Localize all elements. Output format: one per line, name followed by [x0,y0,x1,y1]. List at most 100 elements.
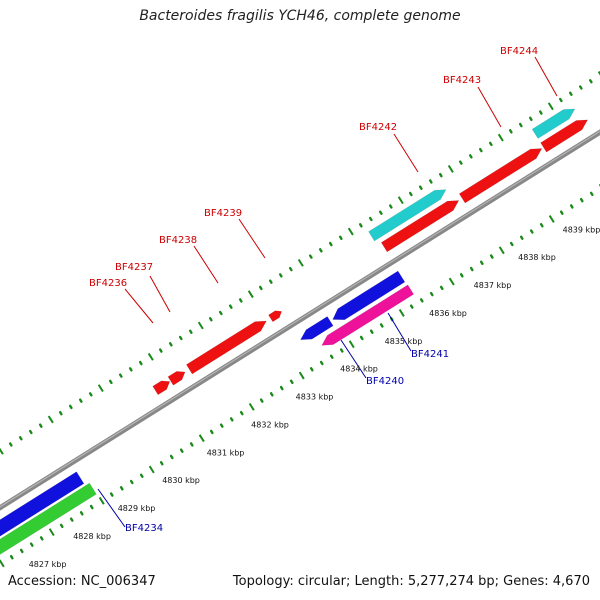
feature-bf4244 [540,119,589,153]
upper-tick [18,436,23,441]
upper-tick [347,227,354,236]
upper-tick [538,110,543,115]
upper-tick [47,415,54,424]
feature-bf4244-outer [531,108,576,139]
lower-tick [148,465,155,474]
lower-tick [0,559,5,568]
lower-tick [19,548,24,554]
lower-tick [539,223,544,228]
map-title: Bacteroides fragilis YCH46, complete gen… [139,8,461,24]
feature-bf4237 [167,371,186,386]
lower-tick [498,246,505,255]
label-bf4238: BF4238 [159,235,197,246]
label-bf4237-leader [149,275,171,313]
upper-tick [328,241,333,247]
upper-tick [218,310,223,316]
lower-tick [289,379,294,385]
upper-tick [308,254,313,259]
upper-tick [418,185,423,190]
upper-tick [278,273,283,278]
label-bf4240: BF4240 [366,376,404,387]
lower-tick [479,260,484,266]
genome-backbone [0,129,600,511]
upper-tick [268,279,273,284]
lower-tick [579,197,584,203]
upper-tick [208,317,213,322]
feature-bf4242-outer [368,189,447,242]
lower-tick [519,235,524,240]
label-bf4239-leader [238,218,266,259]
feature-layer [0,108,589,555]
upper-tick [88,392,93,397]
lower-tick [589,191,594,197]
lower-tick [109,492,114,497]
feature-bf4239 [268,310,283,323]
upper-tick [138,360,143,366]
label-bf4243: BF4243 [443,75,481,86]
upper-tick [408,191,413,197]
lower-tick [248,402,255,411]
upper-tick [147,352,154,361]
upper-tick [597,71,600,76]
lower-tick [79,511,84,516]
lower-tick [569,204,574,209]
feature-bf4236 [152,380,171,396]
lower-tick [219,423,224,428]
upper-tick [28,429,33,435]
tick-label: 4832 kbp [251,420,289,429]
lower-tick [179,448,184,453]
lower-tick [89,504,94,510]
callout-layer: BF4236 BF4237 BF4238 BF4239 BF4242 BF4243 BF42… [89,46,558,534]
lower-tick [198,434,205,443]
upper-tick [568,91,573,96]
tick-label: 4830 kbp [162,476,200,485]
lower-tick [279,385,284,391]
upper-tick [388,204,393,209]
lower-tick [159,461,164,466]
label-bf4244: BF4244 [500,46,538,57]
tick-label: 4839 kbp [563,225,600,234]
lower-tick [129,479,134,485]
label-bf4234: BF4234 [125,523,163,534]
feature-bf4243 [458,148,543,204]
lower-tick [339,348,344,353]
feature-bf4234 [0,471,85,537]
lower-tick [379,323,384,328]
lower-tick [139,473,144,478]
upper-tick [447,164,454,173]
upper-tick [588,79,593,84]
upper-tick [438,172,443,178]
upper-tick [578,85,583,90]
lower-tick [69,517,74,522]
tick-label-layer: 4827 kbp 4828 kbp 4829 kbp 4830 kbp 4831 kbp… [29,225,600,568]
label-bf4243-leader [477,86,502,128]
label-bf4238-leader [193,245,219,284]
upper-tick [58,410,63,416]
upper-tick [497,133,504,142]
lower-tick [559,210,564,215]
upper-tick [378,210,383,215]
tick-label: 4829 kbp [118,504,156,513]
lower-tick [419,298,424,303]
lower-tick [239,410,244,416]
lower-tick [169,454,174,460]
upper-tick [118,373,123,378]
lower-tick [29,542,34,547]
lower-tick [469,266,474,272]
upper-tick [38,423,43,428]
upper-tick [358,223,363,228]
lower-tick [259,398,264,403]
upper-tick [158,348,163,353]
upper-tick [258,285,263,291]
upper-tick [108,379,113,385]
lower-tick [529,229,534,234]
upper-tick [338,235,343,241]
label-bf4236-leader [124,288,154,324]
upper-tick [128,367,133,372]
topology-summary: Topology: circular; Length: 5,277,274 bp… [232,574,590,589]
lower-tick [48,528,55,537]
lower-tick [229,417,234,422]
upper-tick [97,384,104,393]
lower-tick [548,215,555,223]
upper-tick [8,442,13,447]
